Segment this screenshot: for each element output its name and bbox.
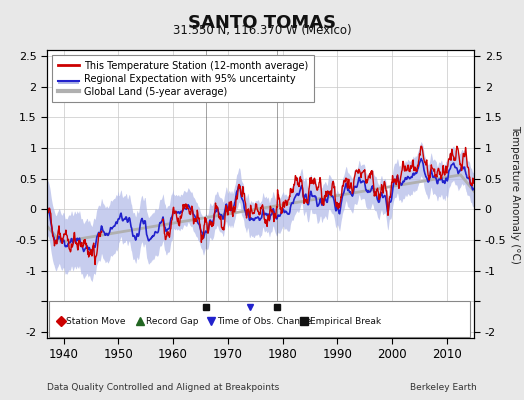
Text: Empirical Break: Empirical Break — [310, 317, 381, 326]
Text: Berkeley Earth: Berkeley Earth — [410, 383, 477, 392]
Text: Time of Obs. Change: Time of Obs. Change — [217, 317, 311, 326]
Y-axis label: Temperature Anomaly (°C): Temperature Anomaly (°C) — [510, 124, 520, 264]
FancyBboxPatch shape — [49, 301, 471, 337]
Text: Record Gap: Record Gap — [146, 317, 198, 326]
Text: SANTO TOMAS: SANTO TOMAS — [188, 14, 336, 32]
Text: 31.550 N, 116.370 W (Mexico): 31.550 N, 116.370 W (Mexico) — [173, 24, 351, 37]
Text: Data Quality Controlled and Aligned at Breakpoints: Data Quality Controlled and Aligned at B… — [47, 383, 279, 392]
Legend: This Temperature Station (12-month average), Regional Expectation with 95% uncer: This Temperature Station (12-month avera… — [52, 55, 314, 102]
Text: Station Move: Station Move — [67, 317, 126, 326]
